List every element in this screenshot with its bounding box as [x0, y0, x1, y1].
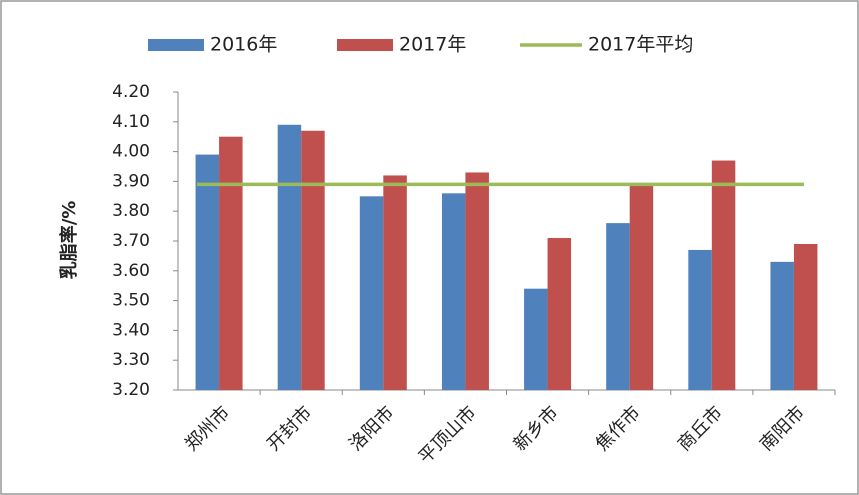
- bar: [277, 124, 302, 390]
- y-tick-label: 4.20: [112, 82, 150, 102]
- bar: [793, 243, 818, 390]
- legend-swatch: [337, 39, 393, 51]
- y-tick-label: 3.80: [112, 201, 150, 221]
- bar: [219, 136, 243, 390]
- y-tick-label: 3.30: [112, 350, 150, 370]
- y-tick-label: 3.90: [112, 171, 150, 191]
- bar: [195, 154, 220, 390]
- y-tick-label: 4.10: [112, 112, 150, 132]
- bar: [465, 172, 489, 390]
- legend-label: 2017年: [399, 34, 466, 56]
- bar: [301, 130, 325, 391]
- bar: [359, 196, 384, 390]
- legend-label: 2016年: [210, 34, 277, 56]
- y-tick-label: 3.50: [112, 291, 150, 311]
- bar: [629, 184, 654, 390]
- y-tick-label: 3.20: [112, 380, 150, 400]
- y-axis-label: 乳脂率/%: [58, 201, 80, 280]
- bar: [441, 193, 466, 390]
- bar: [383, 175, 407, 390]
- y-tick-label: 3.70: [112, 231, 150, 251]
- bar: [711, 160, 736, 390]
- legend-swatch: [148, 39, 204, 51]
- y-tick-label: 3.40: [112, 320, 150, 340]
- legend-label: 2017年平均: [588, 34, 693, 56]
- bar: [524, 288, 548, 390]
- y-tick-label: 4.00: [112, 142, 150, 162]
- bar: [770, 261, 794, 390]
- y-tick-label: 3.60: [112, 261, 150, 281]
- bar: [688, 249, 712, 390]
- bar: [547, 238, 572, 390]
- bar: [606, 223, 630, 390]
